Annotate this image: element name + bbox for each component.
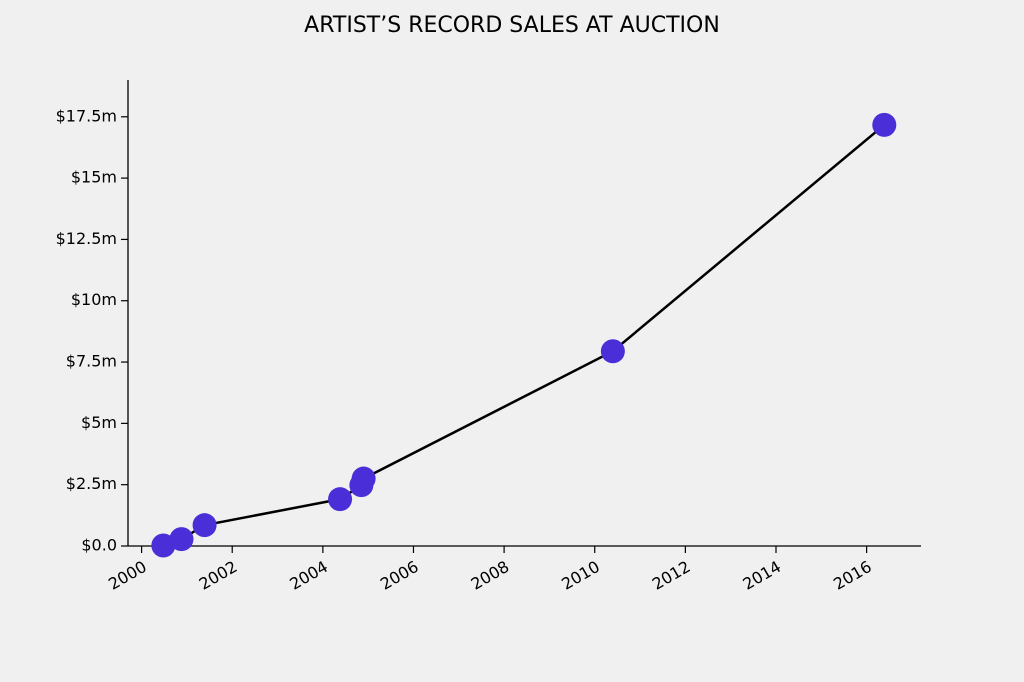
y-tick-label: $17.5m (56, 106, 117, 125)
data-point (328, 487, 353, 512)
y-tick-label: $0.0 (81, 536, 117, 555)
data-point (192, 513, 217, 538)
data-point (169, 527, 194, 552)
data-point (872, 112, 897, 137)
y-tick-label: $7.5m (66, 352, 117, 371)
data-point (351, 466, 376, 491)
y-tick-label: $5m (81, 413, 117, 432)
data-point (151, 533, 176, 558)
y-tick-label: $15m (71, 168, 117, 187)
data-point (600, 339, 625, 364)
y-tick-label: $12.5m (56, 229, 117, 248)
y-tick-label: $2.5m (66, 474, 117, 493)
y-tick-label: $10m (71, 290, 117, 309)
chart-title: ARTIST’S RECORD SALES AT AUCTION (304, 13, 720, 38)
